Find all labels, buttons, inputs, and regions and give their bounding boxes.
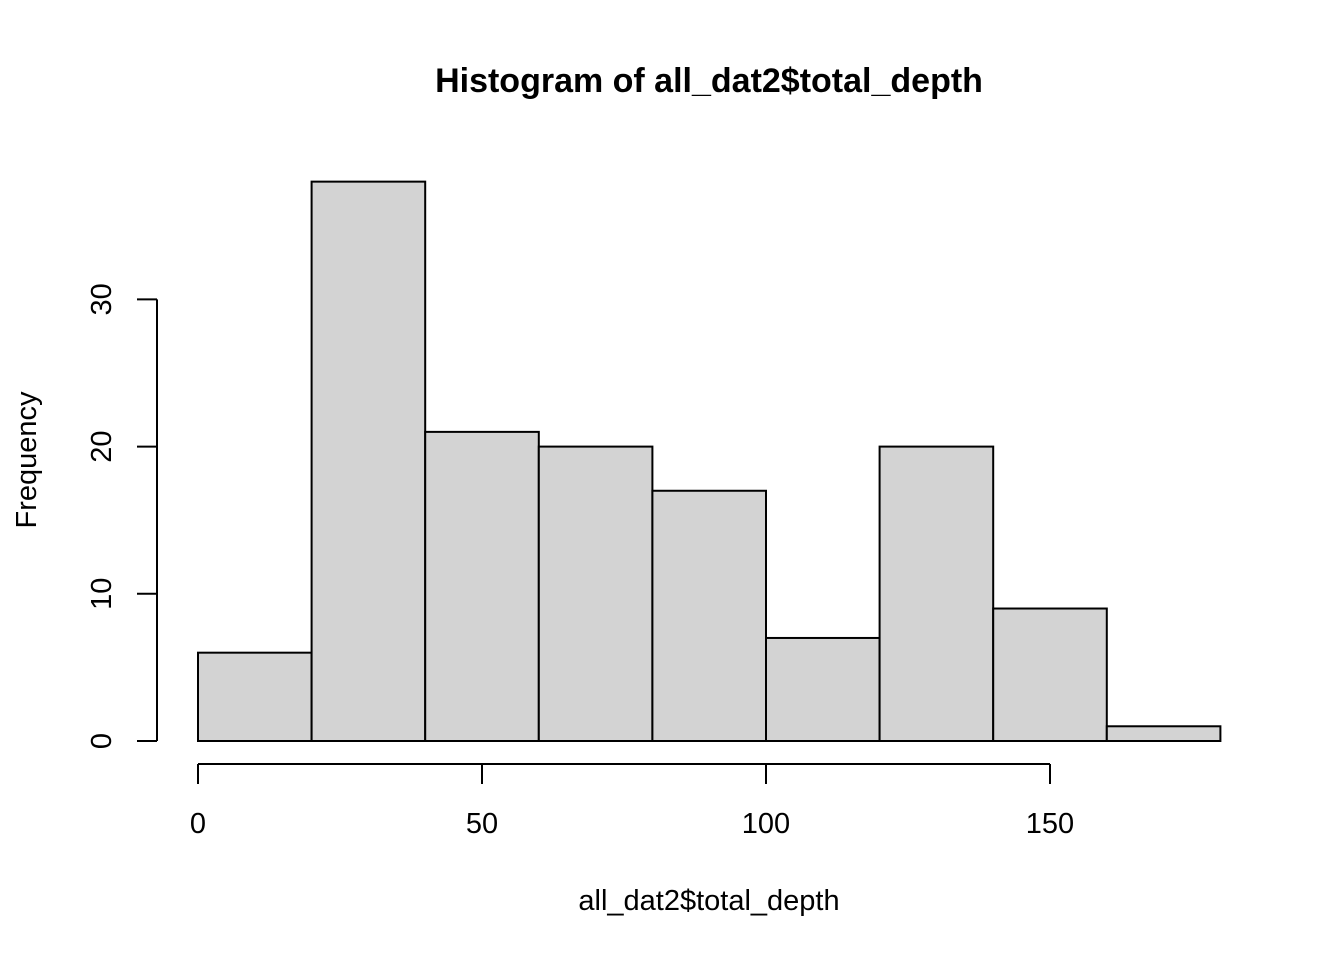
x-tick-label: 150 <box>1026 808 1074 840</box>
histogram-bar-3 <box>537 445 654 742</box>
x-tick-label: 0 <box>190 808 206 840</box>
x-axis: 0 50 100 150 <box>190 763 1074 840</box>
histogram-bar-8 <box>1105 725 1222 743</box>
histogram-bar-4 <box>651 489 768 743</box>
x-tick-label: 100 <box>742 808 790 840</box>
histogram-bar-5 <box>765 636 881 743</box>
histogram-bar-6 <box>878 445 995 742</box>
y-tick-label: 20 <box>86 430 118 462</box>
y-tick-label: 10 <box>86 578 118 610</box>
y-axis-label: Frequency <box>11 391 43 529</box>
histogram-bar-0 <box>197 651 313 742</box>
y-tick-label: 0 <box>86 733 118 749</box>
chart-title: Histogram of all_dat2$total_depth <box>435 62 983 100</box>
x-axis-label: all_dat2$total_depth <box>578 885 839 917</box>
y-axis: 0 10 20 30 <box>86 283 158 749</box>
y-tick-label: 30 <box>86 283 118 315</box>
histogram-bar-1 <box>310 180 427 742</box>
x-tick-label: 50 <box>466 808 498 840</box>
bars-group <box>197 180 1222 743</box>
histogram-bar-2 <box>424 430 540 742</box>
histogram-bar-7 <box>992 607 1108 743</box>
